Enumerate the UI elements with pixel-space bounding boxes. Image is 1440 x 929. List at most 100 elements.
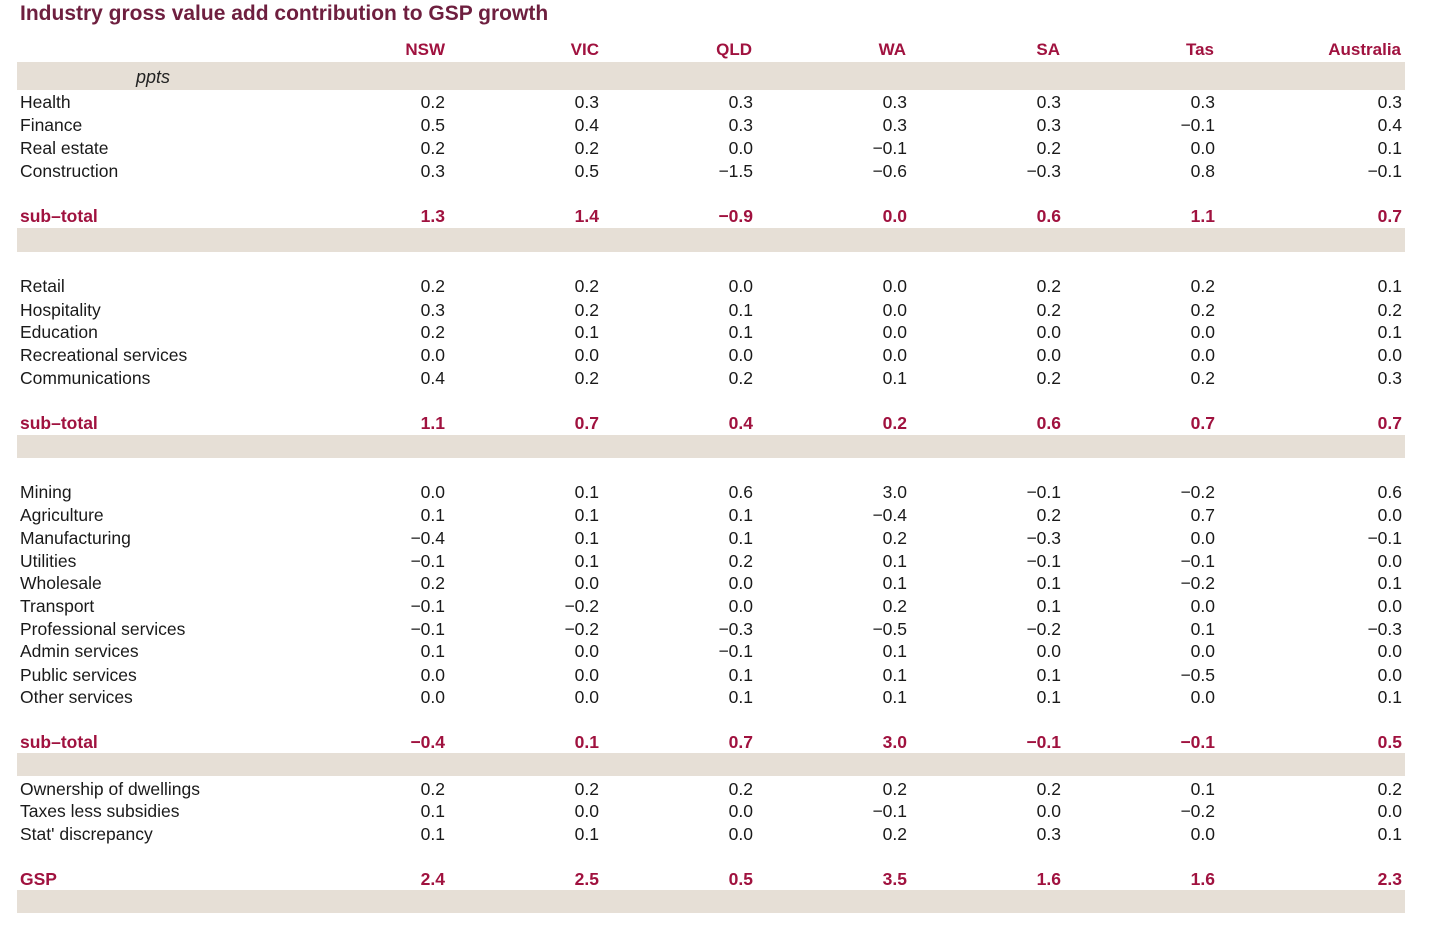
row-label: Retail [20,276,65,296]
table-row: Finance 0.5 0.4 0.3 0.3 0.3 −0.1 0.4 [0,114,1440,137]
cell-wa: 0.2 [882,596,907,616]
cell-qld: 0.1 [728,505,753,525]
cell-nsw: 0.0 [420,687,445,707]
cell-wa: 0.0 [882,300,907,320]
cell-australia: −0.3 [1367,619,1402,639]
cell-sa: 0.1 [1036,573,1061,593]
cell-wa: 3.5 [882,869,907,889]
cell-nsw: 0.5 [420,115,445,135]
section-separator [17,890,1405,913]
table-row: Ownership of dwellings 0.2 0.2 0.2 0.2 0.2 0.1… [0,778,1440,801]
cell-australia: 0.0 [1377,345,1402,365]
row-label: Recreational services [20,345,188,365]
cell-vic: −0.2 [564,619,599,639]
table-row: Communications 0.4 0.2 0.2 0.1 0.2 0.2 0.3 [0,367,1440,390]
cell-wa: 0.0 [882,206,907,226]
cell-tas: −0.2 [1180,801,1215,821]
cell-sa: 0.3 [1036,824,1061,844]
cell-wa: 0.2 [882,413,907,433]
cell-australia: 0.1 [1377,573,1402,593]
cell-sa: 0.3 [1036,115,1061,135]
row-label: Communications [20,368,151,388]
row-label: Professional services [20,619,186,639]
cell-nsw: 2.4 [420,869,445,889]
cell-vic: 0.0 [574,573,599,593]
cell-vic: 0.1 [574,528,599,548]
table-title: Industry gross value add contribution to… [20,2,549,25]
table-row-total: sub–total 1.3 1.4 −0.9 0.0 0.6 1.1 0.7 [0,205,1440,228]
cell-vic: 0.1 [574,732,599,752]
table-row: Other services 0.0 0.0 0.1 0.1 0.1 0.0 0.1 [0,686,1440,709]
cell-qld: 0.4 [728,413,753,433]
row-label: Other services [20,687,133,707]
cell-sa: 0.2 [1036,368,1061,388]
cell-sa: 0.0 [1036,322,1061,342]
cell-australia: 0.0 [1377,505,1402,525]
cell-qld: 0.0 [728,345,753,365]
cell-nsw: 0.1 [420,641,445,661]
cell-vic: 0.2 [574,300,599,320]
cell-sa: 0.2 [1036,779,1061,799]
row-label: Manufacturing [20,528,131,548]
table-row: Utilities −0.1 0.1 0.2 0.1 −0.1 −0.1 0.0 [0,550,1440,573]
cell-qld: −0.9 [718,206,753,226]
cell-vic: 0.5 [574,161,599,181]
units-label: ppts [136,67,171,87]
cell-vic: 0.0 [574,641,599,661]
cell-vic: −0.2 [564,596,599,616]
row-label: sub–total [20,732,98,752]
cell-australia: 2.3 [1377,869,1402,889]
cell-tas: 0.0 [1190,596,1215,616]
cell-vic: 0.2 [574,138,599,158]
cell-australia: 0.1 [1377,687,1402,707]
cell-wa: 0.0 [882,322,907,342]
row-label: Stat' discrepancy [20,824,153,844]
cell-australia: 0.2 [1377,300,1402,320]
cell-wa: 0.1 [882,687,907,707]
table-row: Construction 0.3 0.5 −1.5 −0.6 −0.3 0.8 −0.1 [0,160,1440,183]
table-row: Recreational services 0.0 0.0 0.0 0.0 0.0 0.0 0… [0,344,1440,367]
cell-australia: 0.2 [1377,779,1402,799]
cell-australia: 0.7 [1377,206,1402,226]
cell-tas: −0.2 [1180,482,1215,502]
cell-wa: 0.1 [882,665,907,685]
table-row: Mining 0.0 0.1 0.6 3.0 −0.1 −0.2 0.6 [0,481,1440,504]
cell-vic: 0.2 [574,779,599,799]
cell-vic: 0.1 [574,482,599,502]
cell-wa: −0.4 [872,505,907,525]
cell-qld: 0.1 [728,665,753,685]
cell-tas: 0.0 [1190,687,1215,707]
row-label: Admin services [20,641,139,661]
cell-sa: 0.1 [1036,665,1061,685]
cell-sa: 0.2 [1036,138,1061,158]
cell-wa: 0.2 [882,779,907,799]
cell-tas: 0.7 [1190,505,1215,525]
row-label: Transport [20,596,95,616]
cell-qld: 0.5 [728,869,753,889]
cell-tas: −0.2 [1180,573,1215,593]
cell-tas: 0.2 [1190,368,1215,388]
section-separator [17,435,1405,458]
cell-nsw: 0.2 [420,573,445,593]
cell-wa: −0.1 [872,138,907,158]
row-label: Health [20,92,71,112]
row-label: Real estate [20,138,109,158]
cell-vic: 2.5 [574,869,599,889]
col-header-tas: Tas [1185,40,1214,59]
cell-sa: −0.3 [1026,528,1061,548]
cell-wa: 0.1 [882,641,907,661]
cell-tas: −0.5 [1180,665,1215,685]
cell-vic: 0.1 [574,551,599,571]
units-band [17,62,1405,90]
row-label: Finance [20,115,83,135]
cell-wa: −0.1 [872,801,907,821]
cell-sa: 0.3 [1036,92,1061,112]
cell-australia: 0.1 [1377,824,1402,844]
cell-nsw: 0.0 [420,665,445,685]
cell-tas: 1.6 [1190,869,1215,889]
cell-tas: 0.0 [1190,641,1215,661]
cell-qld: −0.3 [718,619,753,639]
row-label: Construction [20,161,119,181]
cell-vic: 0.0 [574,665,599,685]
cell-qld: 0.0 [728,573,753,593]
